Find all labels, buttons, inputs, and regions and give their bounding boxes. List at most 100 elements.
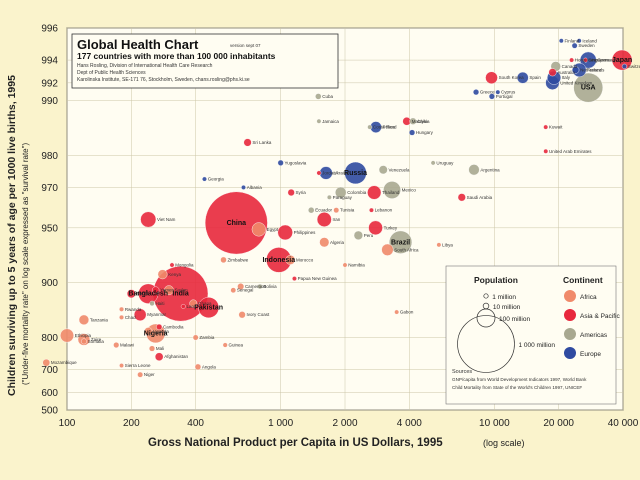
bubble-label-niger: Niger xyxy=(144,372,155,377)
chart-title: Global Health Chart xyxy=(77,37,199,52)
y-axis-ticks: 500 600 700 800 900 950 970 980 990 992 994 996 xyxy=(41,24,58,417)
bubble-ecuador xyxy=(308,206,315,214)
bubble-sri-lanka xyxy=(243,138,252,147)
bubble-label-venezuela: Venezuela xyxy=(388,167,410,172)
bubble-turkey xyxy=(368,220,383,236)
bubble-label-italy: Italy xyxy=(562,75,571,80)
bubble-label-indonesia: Indonesia xyxy=(262,257,295,264)
bubble-united-arab-emirates xyxy=(543,148,549,154)
legend-swatch-americas xyxy=(564,328,576,340)
bubble-jordan xyxy=(316,170,322,176)
bubble-cyprus xyxy=(495,89,501,95)
bubble-label-iceland: Iceland xyxy=(582,38,597,43)
bubble-label-afghanistan: Afghanistan xyxy=(164,354,188,359)
bubble-greece xyxy=(473,89,480,96)
bubble-bolivia xyxy=(257,283,263,290)
bubble-label-bangladesh: Bangladesh xyxy=(128,291,168,298)
x-tick-2000: 2 000 xyxy=(332,418,357,429)
bubble-label-kuwait: Kuwait xyxy=(549,125,563,130)
bubble-label-thailand: Thailand xyxy=(382,190,400,195)
bubble-finland xyxy=(558,38,564,44)
bubble-philippines xyxy=(277,224,293,241)
bubble-switzerland xyxy=(621,63,628,69)
bubble-label-jordan: Jordan xyxy=(322,170,336,175)
bubble-kuwait xyxy=(543,124,549,130)
bubble-label-brazil: Brazil xyxy=(391,239,410,246)
y-tick-600: 600 xyxy=(41,388,58,399)
legend-continent-asia-pacific: Asia & Pacific xyxy=(580,313,620,320)
bubble-label-chile: Chile xyxy=(417,119,428,124)
bubble-label-hungary: Hungary xyxy=(416,130,434,135)
credit-line-2: Dept of Public Health Sciences xyxy=(77,70,146,76)
bubble-label-pakistan: Pakistan xyxy=(194,305,223,312)
bubble-label-sweden: Sweden xyxy=(578,43,595,48)
bubble-brazil xyxy=(389,230,413,254)
bubble-label-finland: Finland xyxy=(565,38,580,43)
bubble-label-zaire: Zaire xyxy=(91,337,102,342)
x-axis-label-suffix: (log scale) xyxy=(483,438,525,448)
bubble-iran xyxy=(316,212,332,227)
bubble-label-albania: Albania xyxy=(247,185,263,190)
bubble-tanzania xyxy=(78,314,90,325)
bubble-netherlands xyxy=(571,66,580,74)
bubble-label-namibia: Namibia xyxy=(348,263,365,268)
legend-population-title: Population xyxy=(474,275,518,285)
bubble-label-nigeria: Nigeria xyxy=(144,330,168,337)
bubble-label-lebanon: Lebanon xyxy=(375,208,393,213)
bubble-paraguay xyxy=(326,194,332,200)
y-tick-970: 970 xyxy=(41,183,58,194)
bubble-label-syria: Syria xyxy=(296,190,307,195)
bubble-label-poland: Poland xyxy=(383,125,398,130)
y-tick-700: 700 xyxy=(41,365,58,376)
legend-continent-items: Africa Asia & Pacific Americas Europe xyxy=(564,290,620,359)
bubble-egypt xyxy=(251,222,266,237)
bubble-malawi xyxy=(113,342,120,349)
x-tick-4000: 4 000 xyxy=(397,418,422,429)
bubble-sweden xyxy=(571,42,578,49)
bubble-label-rwanda: Rwanda xyxy=(125,307,142,312)
bubble-viet-nam xyxy=(140,211,157,228)
legend-swatch-asia-pacific xyxy=(564,309,576,321)
legend-continent-americas: Americas xyxy=(580,332,608,339)
bubble-label-ghana: Ghana xyxy=(198,301,212,306)
legend-pop-circle-4 xyxy=(457,315,515,373)
x-tick-20000: 20 000 xyxy=(543,418,574,429)
credit-line-3: Karolinska Institute, SE-171 76, Stockho… xyxy=(77,77,250,83)
bubble-label-bolivia: Bolivia xyxy=(263,284,277,289)
bubble-somalia xyxy=(81,338,87,345)
bubble-label-sudan: Sudan xyxy=(175,288,189,293)
bubble-label-hong-kong: Hong Kong xyxy=(575,58,598,63)
bubble-label-haiti: Haiti xyxy=(155,301,164,306)
bubble-label-switzerland: Switzerland xyxy=(628,64,640,69)
bubble-label-malawi: Malawi xyxy=(120,343,134,348)
credit-line-1: Hans Rosling, Division of International … xyxy=(77,63,213,69)
bubble-label-mali: Mali xyxy=(156,346,164,351)
bubble-label-kenya: Kenya xyxy=(168,272,181,277)
bubble-label-algeria: Algeria xyxy=(330,240,345,245)
bubble-label-argentina: Argentina xyxy=(480,167,500,172)
bubble-label-ecuador: Ecuador xyxy=(315,208,332,213)
bubble-argentina xyxy=(468,164,480,176)
bubble-algeria xyxy=(319,237,330,248)
bubble-uruguay xyxy=(430,160,436,166)
bubble-australia xyxy=(548,68,557,77)
y-axis-label-note: ("Under-five mortality rate" on log scal… xyxy=(21,143,30,385)
bubble-ivory-coast xyxy=(238,311,246,319)
bubble-label-tunisia: Tunisia xyxy=(340,208,355,213)
bubble-label-tanzania: Tanzania xyxy=(90,317,109,322)
bubble-laos xyxy=(180,304,186,309)
bubble-mali xyxy=(148,345,156,352)
x-tick-40000: 40 000 xyxy=(608,418,639,429)
y-tick-990: 990 xyxy=(41,96,58,107)
bubble-label-germany: Germany xyxy=(597,58,616,63)
bubble-label-usa: USA xyxy=(581,85,596,92)
bubble-label-uganda: Uganda xyxy=(153,329,169,334)
y-tick-900: 900 xyxy=(41,278,58,289)
bubble-guinea xyxy=(222,342,228,348)
bubble-label-georgia: Georgia xyxy=(208,177,225,182)
bubble-label-saudi-arabia: Saudi Arabia xyxy=(467,195,493,200)
bubble-label-mozambique: Mozambique xyxy=(51,360,77,365)
bubble-label-philippines: Philippines xyxy=(294,230,317,235)
y-axis-label: Children surviving up to 5 years of age … xyxy=(6,75,18,396)
bubble-label-viet-nam: Viet Nam xyxy=(157,217,176,222)
